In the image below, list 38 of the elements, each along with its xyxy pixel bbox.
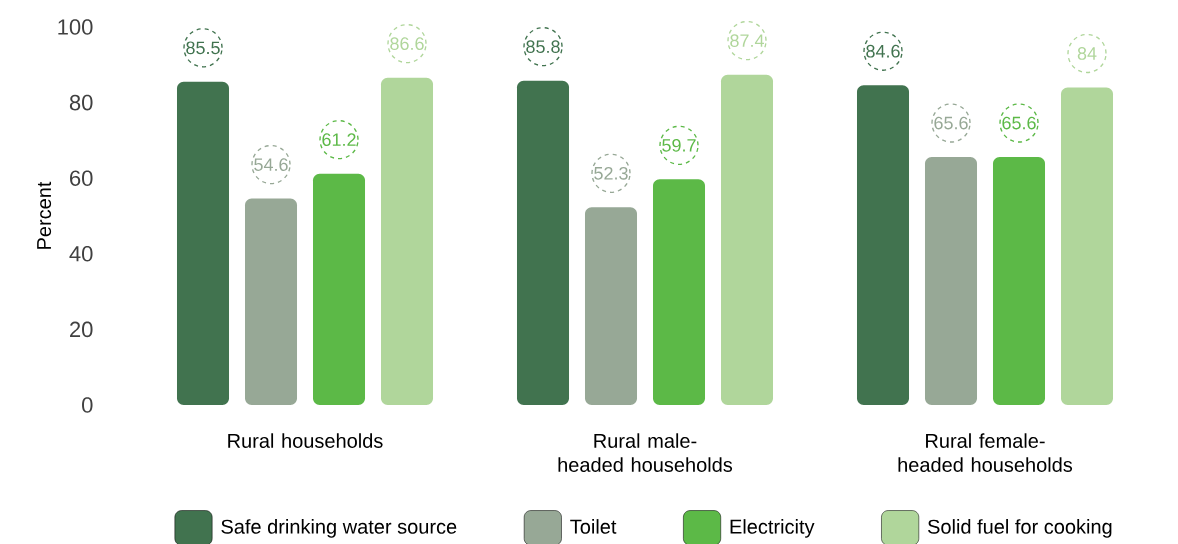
y-tick-label: 20 — [70, 321, 93, 338]
legend-label: Safe drinking water source — [221, 519, 457, 538]
y-tick-label: 40 — [69, 246, 93, 262]
y-tick-label: 80 — [69, 94, 93, 111]
legend-label: Electricity — [730, 519, 815, 538]
y-tick-label: 0 — [82, 397, 93, 413]
bar — [992, 157, 1046, 405]
y-axis-title: Percent — [37, 181, 52, 249]
bar — [516, 80, 570, 405]
data-label: 59.7 — [662, 138, 696, 152]
data-label: 52.3 — [594, 166, 628, 180]
data-label: 85.5 — [186, 41, 220, 55]
legend-label: Toilet — [570, 519, 617, 534]
bar — [857, 85, 910, 405]
data-label: 87.4 — [730, 34, 764, 47]
bar — [380, 77, 434, 405]
x-tick-label: Rural female-headed households — [898, 433, 1073, 472]
bar — [245, 198, 298, 405]
data-label: 54.6 — [254, 158, 288, 171]
x-tick-label: Rural male-headed households — [558, 433, 733, 472]
bar — [924, 157, 978, 405]
legend-label: Solid fuel for cooking — [927, 519, 1112, 538]
x-tick-label: Rural households — [228, 433, 383, 448]
bar — [720, 74, 774, 405]
data-label: 86.6 — [390, 37, 424, 51]
bar — [312, 173, 366, 405]
data-label: 65.6 — [934, 116, 968, 130]
y-tick-label: 100 — [58, 19, 93, 35]
bar — [584, 207, 638, 405]
data-label: 84.6 — [866, 44, 900, 58]
bar — [653, 179, 706, 405]
y-tick-label: 60 — [70, 170, 93, 186]
bar — [176, 81, 230, 405]
data-label: 85.8 — [526, 40, 560, 54]
data-label: 61.2 — [322, 133, 356, 147]
bar — [1060, 87, 1114, 405]
data-label: 84 — [1077, 47, 1097, 60]
data-label: 65.6 — [1002, 116, 1036, 130]
